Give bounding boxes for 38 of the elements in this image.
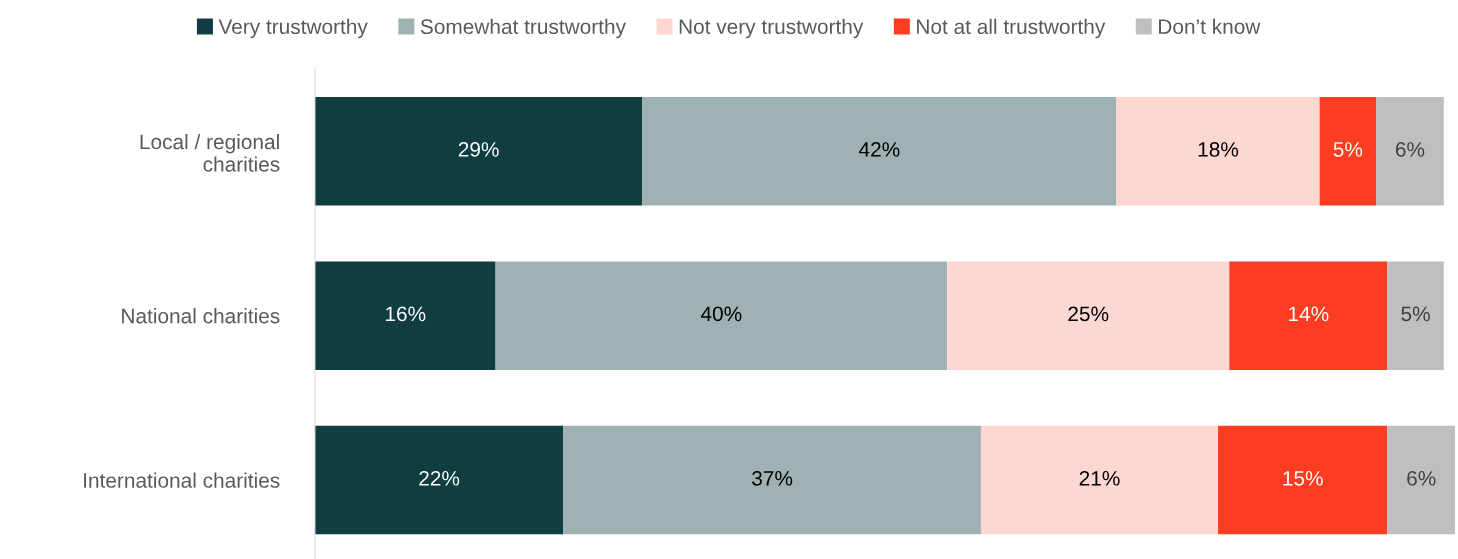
data-label: 22% xyxy=(419,470,460,486)
bar xyxy=(947,261,1230,370)
bar xyxy=(314,425,564,535)
data-label: 42% xyxy=(858,142,900,157)
bar xyxy=(642,96,1117,206)
legend-label: Very trustworthy xyxy=(218,18,368,39)
bar xyxy=(1229,261,1388,370)
legend-label: Don’t know xyxy=(1159,18,1261,35)
y-tick-label: International charities xyxy=(84,472,280,488)
bar xyxy=(1319,96,1377,206)
legend-label: Not very trustworthy xyxy=(679,18,864,39)
data-label: 29% xyxy=(458,142,499,157)
bar xyxy=(980,425,1219,535)
data-label: 6% xyxy=(1395,142,1425,157)
bar xyxy=(495,261,948,370)
bar xyxy=(1116,96,1320,206)
bar xyxy=(1218,425,1388,535)
data-label: 14% xyxy=(1289,306,1329,322)
data-label: 25% xyxy=(1068,306,1109,322)
data-label: 15% xyxy=(1283,471,1323,486)
bar xyxy=(563,425,981,535)
bar xyxy=(1387,261,1444,370)
bar xyxy=(314,261,496,370)
legend-label: Not at all trustworthy xyxy=(917,18,1106,39)
data-label: 5% xyxy=(1333,142,1363,157)
y-tick-label: Local / regional charities xyxy=(140,133,280,172)
data-label: 16% xyxy=(385,306,426,322)
y-tick-label: National charities xyxy=(122,308,280,324)
data-label: 21% xyxy=(1079,470,1120,486)
data-label: 18% xyxy=(1198,142,1239,157)
data-label: 37% xyxy=(752,470,793,486)
bar xyxy=(314,96,643,206)
bar xyxy=(1387,425,1456,535)
data-label: 40% xyxy=(700,306,742,322)
bar xyxy=(1376,96,1444,206)
legend-label: Somewhat trustworthy xyxy=(420,18,626,39)
data-label: 5% xyxy=(1401,306,1430,322)
data-label: 6% xyxy=(1407,470,1436,486)
